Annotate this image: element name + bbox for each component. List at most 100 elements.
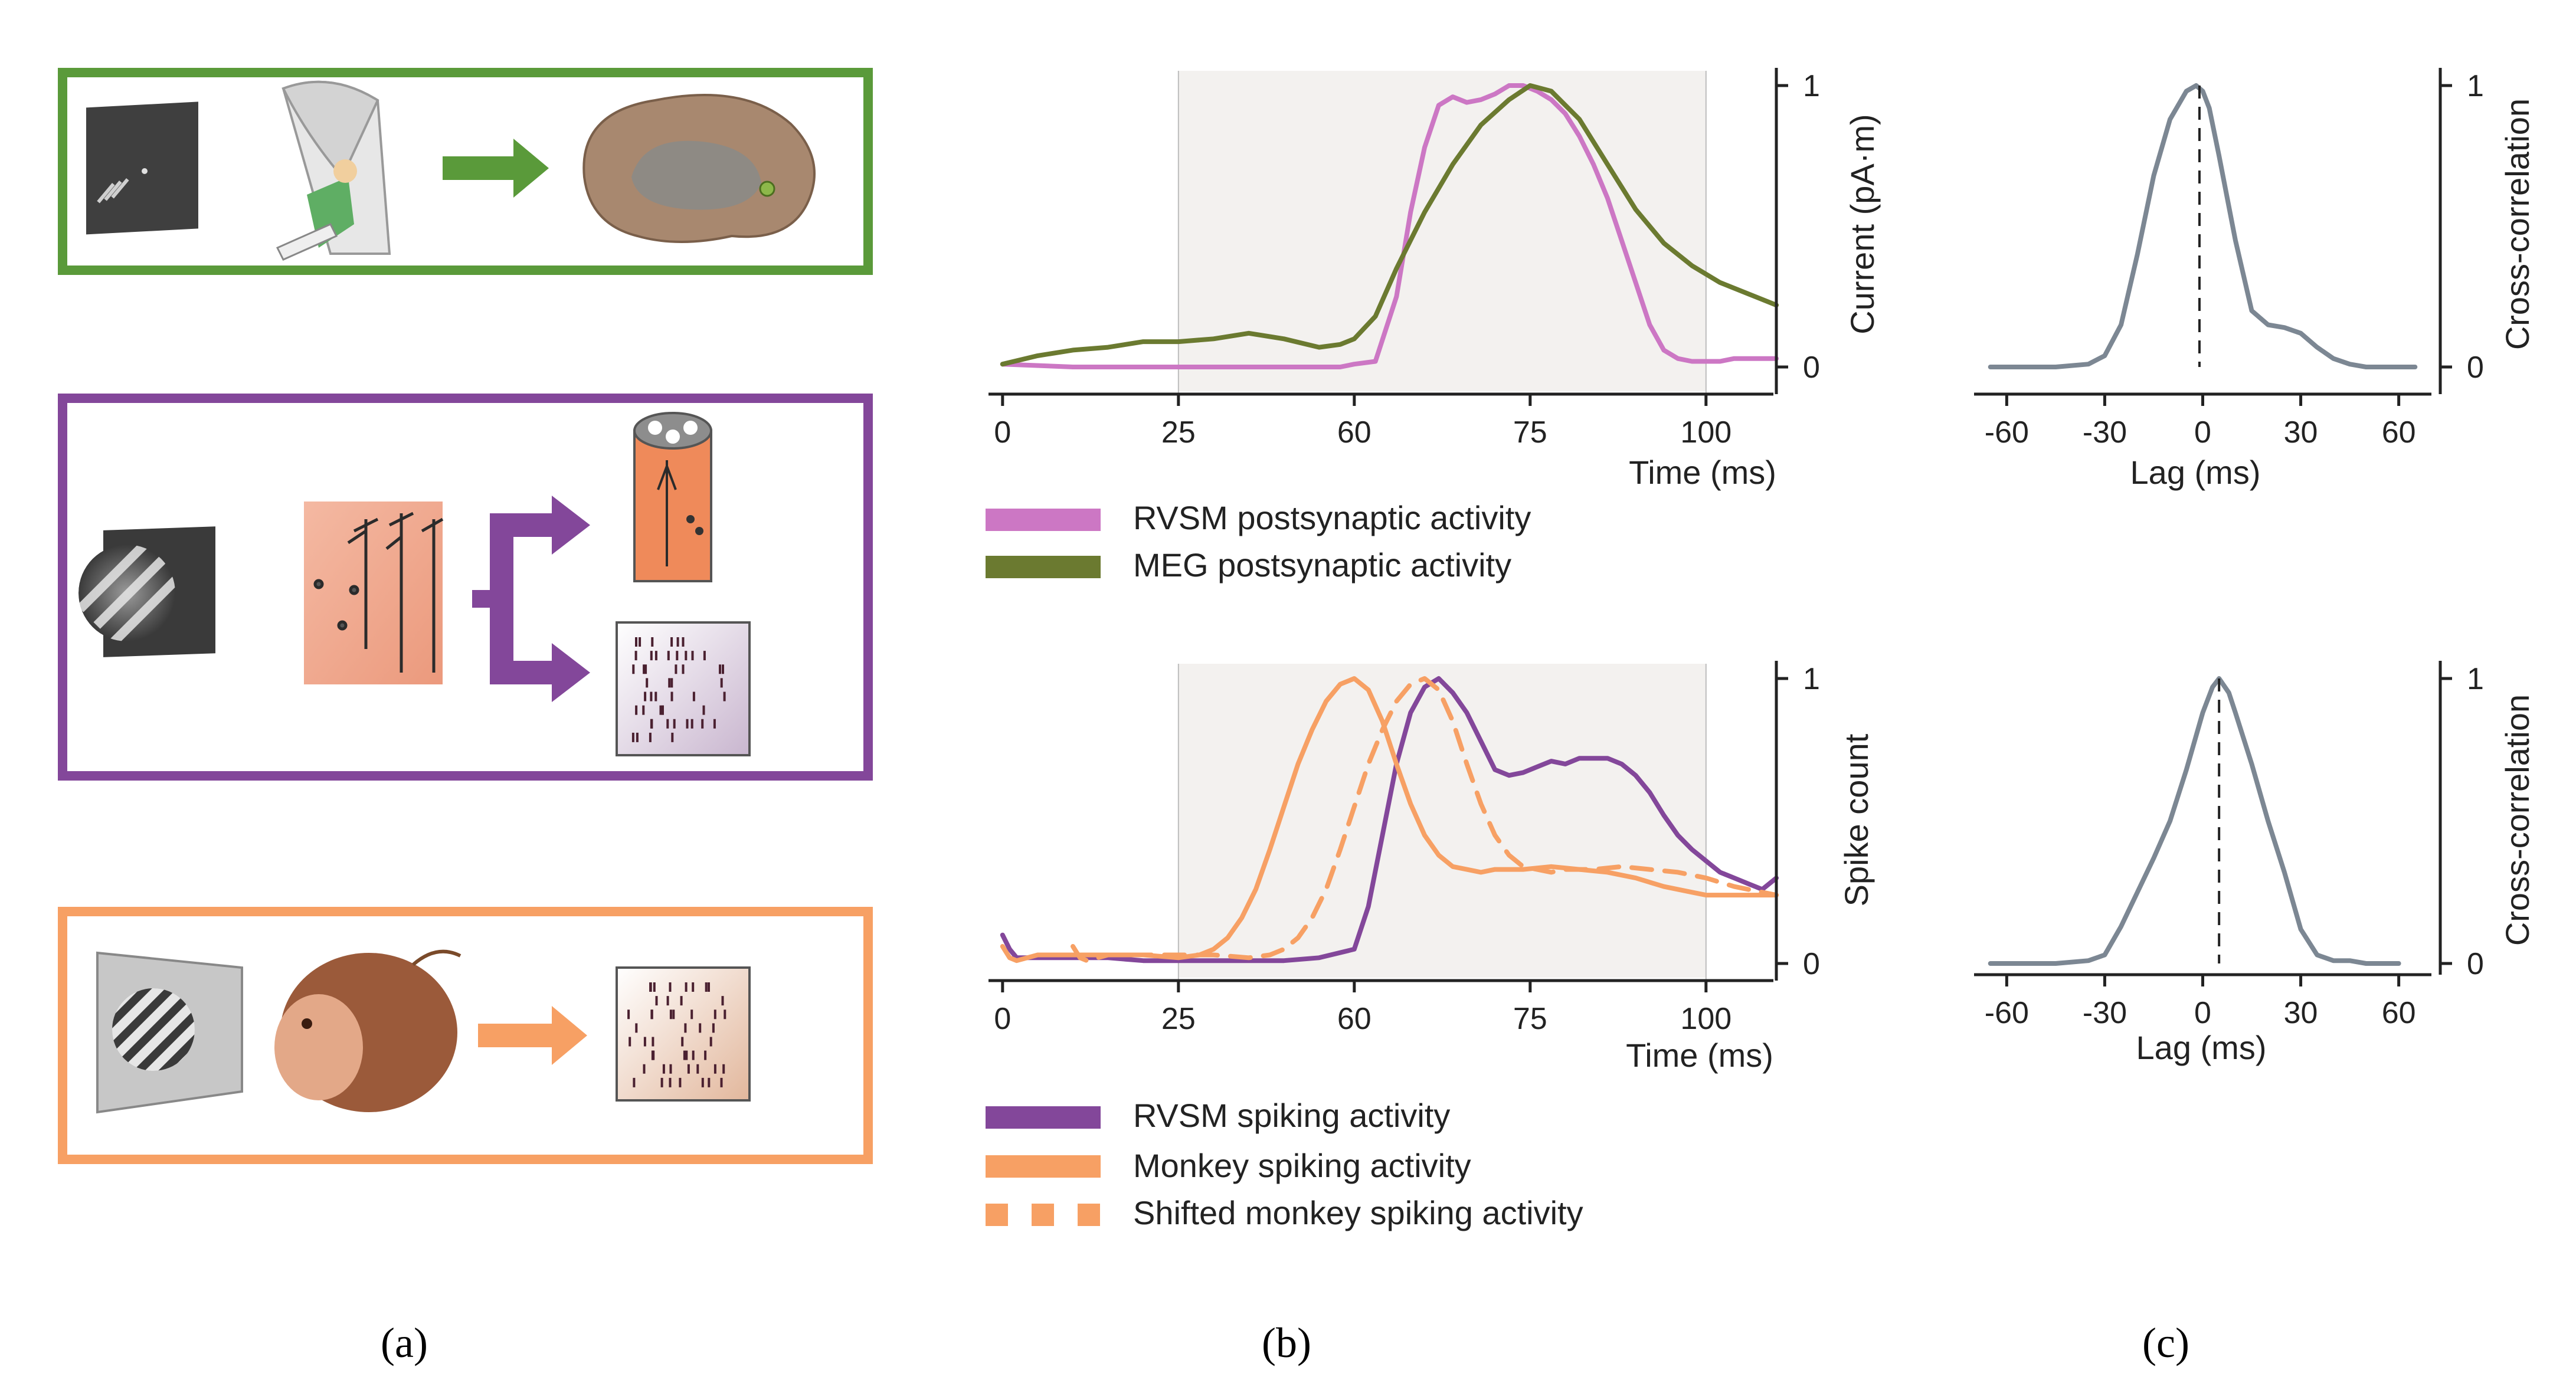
y-tick-label: 1: [2467, 662, 2484, 696]
small-grating-icon: [97, 178, 129, 204]
y-ticks: 01: [2440, 69, 2484, 385]
legend: RVSM spiking activity Monkey spiking act…: [986, 1097, 1583, 1231]
series-line-shifted-monkey-spiking-activity: [1071, 676, 1779, 963]
series-line-3-0: [1988, 676, 2401, 966]
monkey-icon: [274, 949, 461, 1112]
x-tick-label: 30: [2284, 996, 2318, 1030]
series-line-2-0: [1988, 83, 2418, 369]
stimulus-window-shade: [1178, 71, 1706, 391]
model-row: [58, 394, 873, 781]
y-axis-title: Spike count: [1838, 733, 1875, 906]
monkey-frame: [58, 907, 873, 1164]
legend-swatch-rvsm-spiking: [986, 1106, 1101, 1129]
x-tick-label: 25: [1161, 415, 1196, 450]
x-tick-label: 0: [2194, 996, 2211, 1030]
x-tick-label: 60: [2382, 996, 2416, 1030]
x-tick-label: 60: [2382, 415, 2416, 450]
x-tick-label: -60: [1985, 415, 2029, 450]
series-line-rvsm-spiking-activity: [1000, 676, 1779, 963]
y-tick-label: 0: [1803, 947, 1820, 981]
y-axis-title: Cross-correlation: [2499, 694, 2536, 946]
arrow-orange-icon: [478, 1006, 587, 1065]
x-tick-label: 0: [994, 415, 1011, 450]
series-line-meg-postsynaptic-activity: [1000, 83, 1779, 367]
meg-scanner-icon: [276, 80, 391, 261]
x-ticks: -60 -30 0 30 60: [1985, 394, 2416, 450]
series-lines: [1000, 83, 1779, 369]
x-tick-label: 100: [1680, 415, 1731, 450]
y-tick-label: 1: [2467, 69, 2484, 103]
x-axis-title: Lag (ms): [2130, 454, 2261, 491]
x-tick-label: 100: [1680, 1002, 1731, 1036]
legend-swatch-rvsm-postsynaptic: [986, 509, 1101, 531]
meg-row: [58, 68, 873, 275]
panel-label-c: (c): [2142, 1319, 2189, 1366]
series-lines: [1988, 83, 2418, 369]
y-axis-title: Current (pA·m): [1844, 114, 1881, 334]
x-axis-title: Lag (ms): [2136, 1029, 2267, 1066]
meg-frame: [58, 68, 873, 275]
y-tick-label: 0: [1803, 350, 1820, 385]
x-tick-label: 75: [1513, 415, 1547, 450]
x-axis-title: Time (ms): [1629, 454, 1776, 491]
y-ticks: 01: [1776, 69, 1820, 385]
legend: RVSM postsynaptic activity MEG postsynap…: [986, 499, 1531, 584]
x-ticks: 0 25 60 75 100: [994, 981, 1731, 1036]
x-ticks: 0 25 60 75 100: [994, 394, 1731, 450]
legend-swatch-monkey-spiking: [986, 1155, 1101, 1178]
arrow-branch-icon: [472, 496, 590, 702]
x-tick-label: 0: [994, 1002, 1011, 1036]
cortical-tissue-icon: [304, 502, 443, 684]
legend-label-rvsm-spiking: RVSM spiking activity: [1133, 1097, 1450, 1134]
x-tick-label: 60: [1337, 1002, 1372, 1036]
x-tick-label: -30: [2083, 996, 2127, 1030]
panel-label-a: (a): [381, 1319, 428, 1366]
x-tick-label: -60: [1985, 996, 2029, 1030]
chart-spiking: 0 25 60 75 100 01 Time (ms) Spike count RVSM…: [986, 661, 1875, 1231]
y-axis-title: Cross-correlation: [2499, 99, 2536, 350]
chart-xcorr-postsynaptic: -60 -30 0 30 60 01 Lag (ms) Cross-correlatio…: [1974, 68, 2536, 491]
x-tick-label: 30: [2284, 415, 2318, 450]
y-tick-label: 1: [1803, 662, 1820, 696]
grating-disk-icon: [112, 988, 195, 1071]
chart-xcorr-spiking: -60 -30 0 30 60 01 Lag (ms) Cross-correlatio…: [1974, 661, 2536, 1066]
column-model-icon: [633, 412, 712, 582]
y-ticks: 01: [1776, 662, 1820, 981]
chart-postsynaptic: 0 25 60 75 100 01 Time (ms) Current (pA·m) R…: [986, 68, 1881, 584]
panel-a: [58, 68, 873, 1164]
x-ticks: -60 -30 0 30 60: [1985, 975, 2416, 1030]
y-tick-label: 1: [1803, 69, 1820, 103]
series-lines: [1000, 676, 1779, 963]
raster-plot-monkey-icon: [616, 966, 751, 1102]
x-tick-label: -30: [2083, 415, 2127, 450]
series-line-rvsm-postsynaptic-activity: [1000, 83, 1779, 369]
x-tick-label: 60: [1337, 415, 1372, 450]
series-lines: [1988, 676, 2401, 966]
panel-label-b: (b): [1262, 1319, 1311, 1366]
gabor-grating-icon: [78, 545, 175, 641]
y-tick-label: 0: [2467, 350, 2484, 385]
raster-spikes-monkey: [627, 982, 726, 1087]
legend-label-rvsm-postsynaptic: RVSM postsynaptic activity: [1133, 499, 1531, 536]
x-tick-label: 25: [1161, 1002, 1196, 1036]
x-axis-title: Time (ms): [1626, 1037, 1773, 1074]
x-tick-label: 75: [1513, 1002, 1547, 1036]
arrow-green-icon: [443, 139, 549, 198]
y-tick-label: 0: [2467, 947, 2484, 981]
raster-spikes-model: [631, 637, 726, 742]
fixation-dot-icon: [142, 168, 148, 174]
stimulus-window-shade: [1178, 664, 1706, 978]
legend-swatch-meg-postsynaptic: [986, 556, 1101, 578]
legend-label-monkey-spiking: Monkey spiking activity: [1133, 1147, 1471, 1184]
model-frame: [58, 394, 873, 781]
legend-swatch-shifted-monkey-spiking: [986, 1204, 1100, 1226]
stimulus-screen-icon: [86, 101, 198, 235]
legend-label-meg-postsynaptic: MEG postsynaptic activity: [1133, 546, 1511, 584]
neuron-icon: [313, 512, 444, 673]
monkey-row: [58, 907, 873, 1164]
y-ticks: 01: [2440, 662, 2484, 981]
brain-icon: [582, 94, 816, 243]
x-tick-label: 0: [2194, 415, 2211, 450]
legend-label-shifted-monkey-spiking: Shifted monkey spiking activity: [1133, 1194, 1583, 1231]
